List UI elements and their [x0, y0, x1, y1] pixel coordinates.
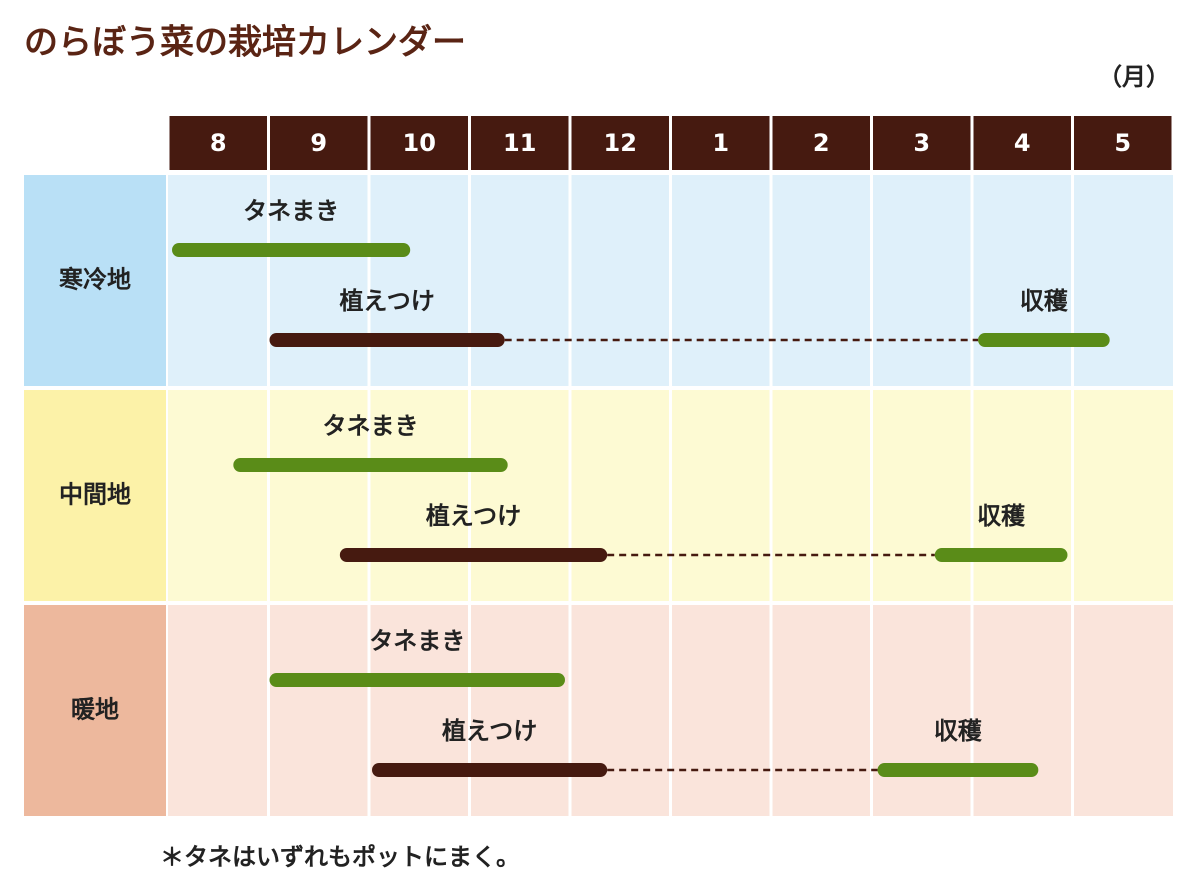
task-label: 収穫: [977, 502, 1025, 530]
task-label: 植えつけ: [442, 717, 537, 745]
month-label: 11: [503, 129, 536, 157]
header-cell: [571, 116, 669, 170]
header-cell: [270, 116, 368, 170]
header-cell: [1074, 116, 1172, 170]
task-label: 植えつけ: [426, 502, 521, 530]
header-cell: [370, 116, 468, 170]
chart-title: のらぼう菜の栽培カレンダー: [24, 23, 466, 63]
month-label: 8: [210, 129, 227, 157]
header-cell: [672, 116, 770, 170]
region-label: 中間地: [59, 481, 131, 509]
task-label: タネまき: [369, 627, 465, 655]
region-label-cell: [24, 390, 166, 601]
month-label: 3: [913, 129, 930, 157]
task-label: 収穫: [934, 717, 982, 745]
header-cell: [471, 116, 569, 170]
region-label-cell: [24, 175, 166, 386]
month-label: 12: [604, 129, 637, 157]
task-label: 収穫: [1020, 287, 1068, 315]
month-label: 9: [310, 129, 327, 157]
header-cell: [873, 116, 971, 170]
month-label: 1: [712, 129, 729, 157]
region-label: 寒冷地: [59, 266, 131, 294]
month-label: 5: [1114, 129, 1131, 157]
header-cell: [772, 116, 870, 170]
month-label: 2: [813, 129, 830, 157]
header-cell: [169, 116, 267, 170]
month-label: 10: [403, 129, 436, 157]
unit-label: （月）: [1098, 63, 1170, 91]
footnote: ＊タネはいずれもポットにまく。: [160, 843, 520, 871]
task-label: タネまき: [323, 412, 419, 440]
region-label: 暖地: [71, 696, 119, 724]
region-label-cell: [24, 605, 166, 816]
month-label: 4: [1014, 129, 1031, 157]
task-label: 植えつけ: [339, 287, 434, 315]
task-label: タネまき: [243, 197, 339, 225]
header-cell: [973, 116, 1071, 170]
